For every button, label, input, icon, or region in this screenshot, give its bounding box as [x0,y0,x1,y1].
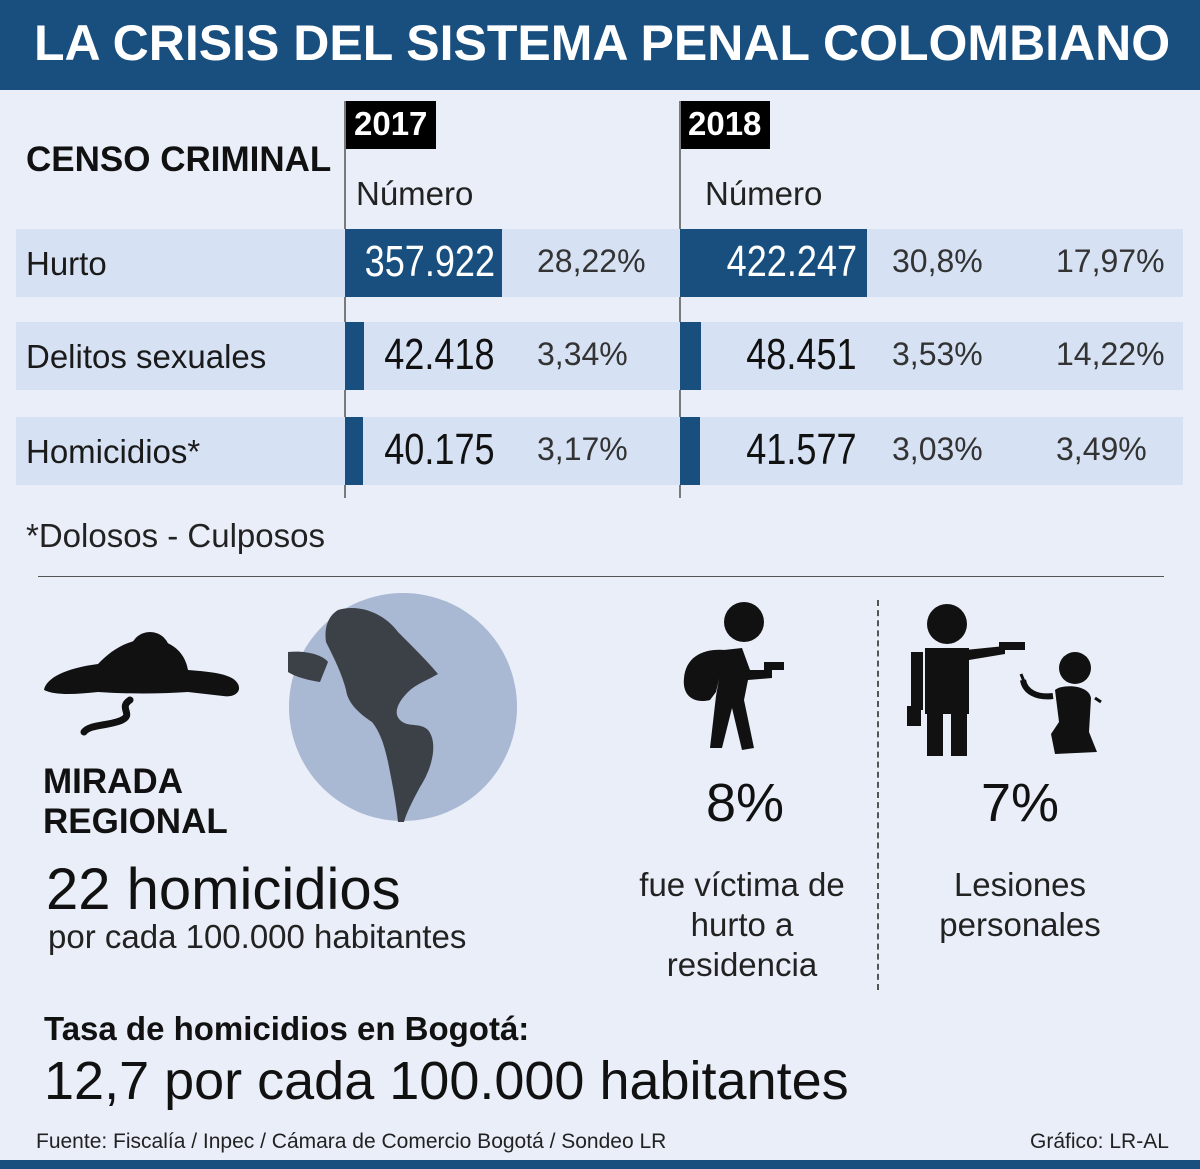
value-2017: 40.175 [384,425,495,474]
percent-2018: 30,8% [892,243,983,279]
bar-2017 [345,322,364,390]
bar-2017 [345,229,502,297]
graphic-credit: Gráfico: LR-AL [1030,1130,1169,1153]
regional-heading-line2: REGIONAL [43,802,228,841]
year-2017-label: 2017 [345,101,437,149]
stat-injuries-line2: personales [939,906,1101,943]
row-label: Homicidios* [26,433,201,470]
stat-robbery-line1: fue víctima de [639,866,845,903]
bar-2018 [680,417,700,485]
value-2017: 42.418 [384,330,495,379]
table-row [16,322,1183,390]
percent-2018: 3,53% [892,336,983,372]
robber-with-gun-icon [683,602,784,750]
regional-heading-line1: MIRADA [43,762,183,801]
bar-2017 [345,417,363,485]
section-divider [38,576,1164,577]
row-label: Hurto [26,245,107,282]
percent-2017: 3,34% [537,336,628,372]
value-2018: 41.577 [746,425,857,474]
percent-change: 17,97% [1056,243,1165,279]
year-2018-divider [679,101,681,498]
stat-divider [877,600,879,990]
value-2018: 48.451 [746,330,857,379]
census-heading: CENSO CRIMINAL [26,140,332,179]
bogota-value: 12,7 por cada 100.000 habitantes [44,1051,849,1111]
bar-2018 [680,229,867,297]
stat-robbery-line3: residencia [666,946,818,983]
year-2017-divider [344,101,346,498]
stat-injuries-line1: Lesiones [953,866,1087,903]
table-row [16,417,1183,485]
percent-change: 14,22% [1056,336,1165,372]
assault-victim-icon [907,604,1102,756]
footer-bar [0,1160,1200,1169]
percent-change: 3,49% [1056,431,1147,467]
header-banner [0,0,1200,90]
source-note: Fuente: Fiscalía / Inpec / Cámara de Com… [36,1130,667,1153]
globe-icon [288,593,517,822]
value-2018: 422.247 [726,237,857,286]
stat-robbery-value: 8% [705,773,785,833]
footnote: *Dolosos - Culposos [26,517,325,554]
regional-homicide-value: 22 homicidios [46,857,401,922]
year-2018-label: 2018 [679,101,771,149]
stat-robbery-line2: hurto a [690,906,794,943]
column-label-2018: Número [705,175,823,212]
row-label: Delitos sexuales [26,338,267,375]
column-label-2017: Número [356,175,474,212]
stat-injuries-value: 7% [980,773,1060,833]
regional-homicide-sub: por cada 100.000 habitantes [48,918,467,955]
body-outline-icon [44,632,240,736]
value-2017: 357.922 [364,237,495,286]
percent-2017: 3,17% [537,431,628,467]
page-title: LA CRISIS DEL SISTEMA PENAL COLOMBIANO [34,15,1171,71]
bogota-label: Tasa de homicidios en Bogotá: [44,1010,530,1047]
percent-2017: 28,22% [537,243,646,279]
percent-2018: 3,03% [892,431,983,467]
bar-2018 [680,322,701,390]
table-row [16,229,1183,297]
